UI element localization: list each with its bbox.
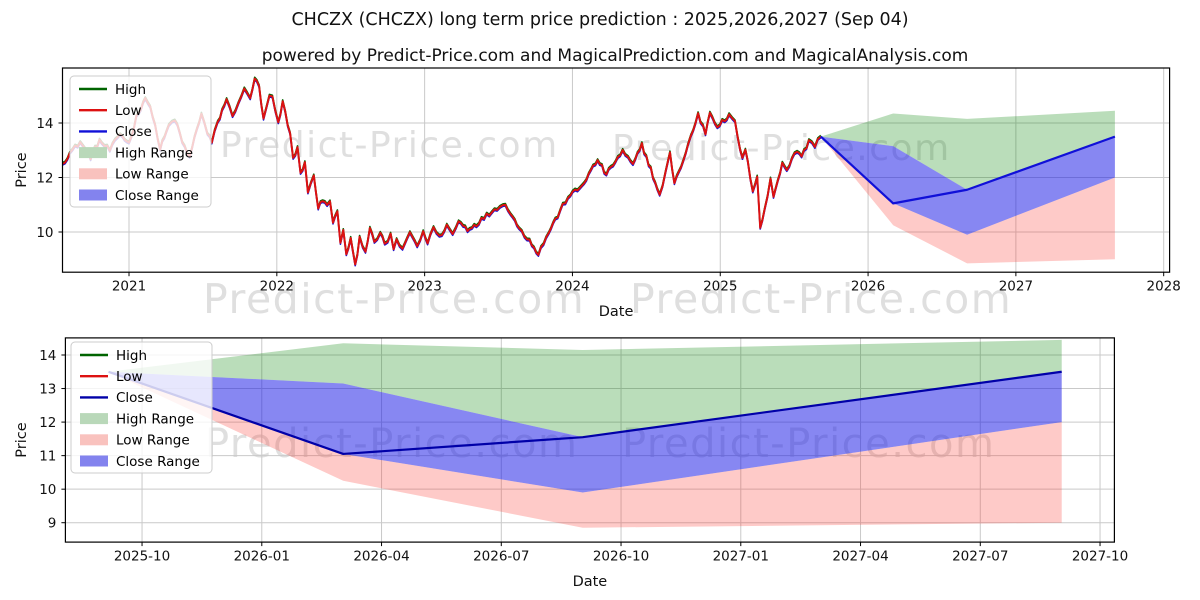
legend-low-range-swatch: [79, 168, 107, 180]
y-tick-label: 13: [39, 381, 56, 397]
legend-label: Close Range: [115, 188, 199, 204]
x-tick-label: 2028: [1147, 279, 1181, 295]
x-tick-label: 2027: [999, 279, 1033, 295]
tick-layer: 2021 2022 2023 2024 2025 2026 2027 2028 10 12 14: [36, 116, 1181, 295]
legend-label: Low Range: [116, 433, 190, 449]
legend-label: High Range: [116, 411, 194, 427]
y-tick-label: 14: [39, 348, 56, 364]
legend-label: Close: [116, 390, 153, 406]
y-tick-label: 12: [39, 415, 56, 431]
close-prediction-line: [820, 135, 1116, 205]
high-range-area: [820, 110, 1115, 190]
close-range-area: [108, 371, 1062, 493]
legend-low-range-swatch: [80, 434, 108, 446]
x-tick-label: 2026-10: [593, 549, 649, 565]
legend-close-range-swatch: [79, 189, 107, 201]
axes-frame: [61, 67, 1171, 273]
x-tick-label: 2026-04: [353, 549, 409, 565]
legend-close-range-swatch: [80, 455, 108, 467]
legend-label: Close Range: [116, 454, 200, 470]
y-tick-label: 10: [39, 482, 56, 498]
x-tick-label: 2026-07: [473, 549, 529, 565]
watermark-text: Predict-Price.com: [203, 275, 585, 323]
watermark-text: Predict-Price.com: [220, 125, 559, 166]
legend-label: Low: [115, 103, 142, 119]
y-tick-label: 9: [48, 516, 57, 532]
x-tick-label: 2023: [407, 279, 441, 295]
y-tick-label: 12: [36, 170, 53, 186]
legend-label: High: [116, 348, 147, 364]
high-range-area: [108, 339, 1062, 438]
top-chart: 2021 2022 2023 2024 2025 2026 2027 2028 10 12 14 Da…: [14, 67, 1181, 320]
legend-high-range-swatch: [79, 147, 107, 159]
legend: High Low Close High Range Low Range Close Ran…: [69, 75, 212, 208]
legend-label: Low: [116, 369, 143, 385]
close-range-area: [820, 136, 1115, 235]
legend-label: High Range: [115, 145, 193, 161]
x-tick-label: 2027-04: [832, 549, 888, 565]
legend: High Low Close High Range Low Range Close Ran…: [70, 341, 213, 474]
watermark-text: Predict-Price.com: [630, 275, 1012, 323]
chart-title: CHCZX (CHCZX) long term price prediction…: [291, 10, 909, 30]
x-tick-label: 2027-07: [952, 549, 1008, 565]
x-tick-label: 2027-10: [1072, 549, 1128, 565]
y-axis-label: Price: [14, 152, 30, 187]
axes-frame: [64, 337, 1116, 543]
legend-label: Low Range: [115, 167, 189, 183]
x-tick-label: 2027-01: [713, 549, 769, 565]
x-tick-label: 2021: [112, 279, 146, 295]
chart-subtitle: powered by Predict-Price.com and Magical…: [261, 46, 969, 66]
legend-label: High: [115, 82, 146, 98]
x-axis-label: Date: [573, 574, 608, 590]
legend-high-range-swatch: [80, 413, 108, 425]
y-tick-label: 11: [39, 448, 56, 464]
x-tick-label: 2026-01: [234, 549, 290, 565]
y-tick-label: 14: [36, 116, 53, 132]
bottom-chart: 2025-10 2026-01 2026-04 2026-07 2026-10 2027-…: [14, 337, 1128, 590]
tick-layer: 2025-10 2026-01 2026-04 2026-07 2026-10 2027-…: [39, 348, 1128, 565]
y-axis-label: Price: [14, 422, 30, 457]
legend-label: Close: [115, 124, 152, 140]
low-range-area: [108, 371, 1062, 528]
x-tick-label: 2025: [703, 279, 737, 295]
x-axis-label: Date: [599, 304, 634, 320]
x-tick-label: 2026: [851, 279, 885, 295]
low-range-area: [820, 136, 1115, 264]
x-tick-label: 2024: [555, 279, 589, 295]
x-tick-label: 2025-10: [114, 549, 170, 565]
close-prediction-line: [108, 370, 1062, 456]
x-tick-label: 2022: [260, 279, 294, 295]
y-tick-label: 10: [36, 225, 53, 241]
